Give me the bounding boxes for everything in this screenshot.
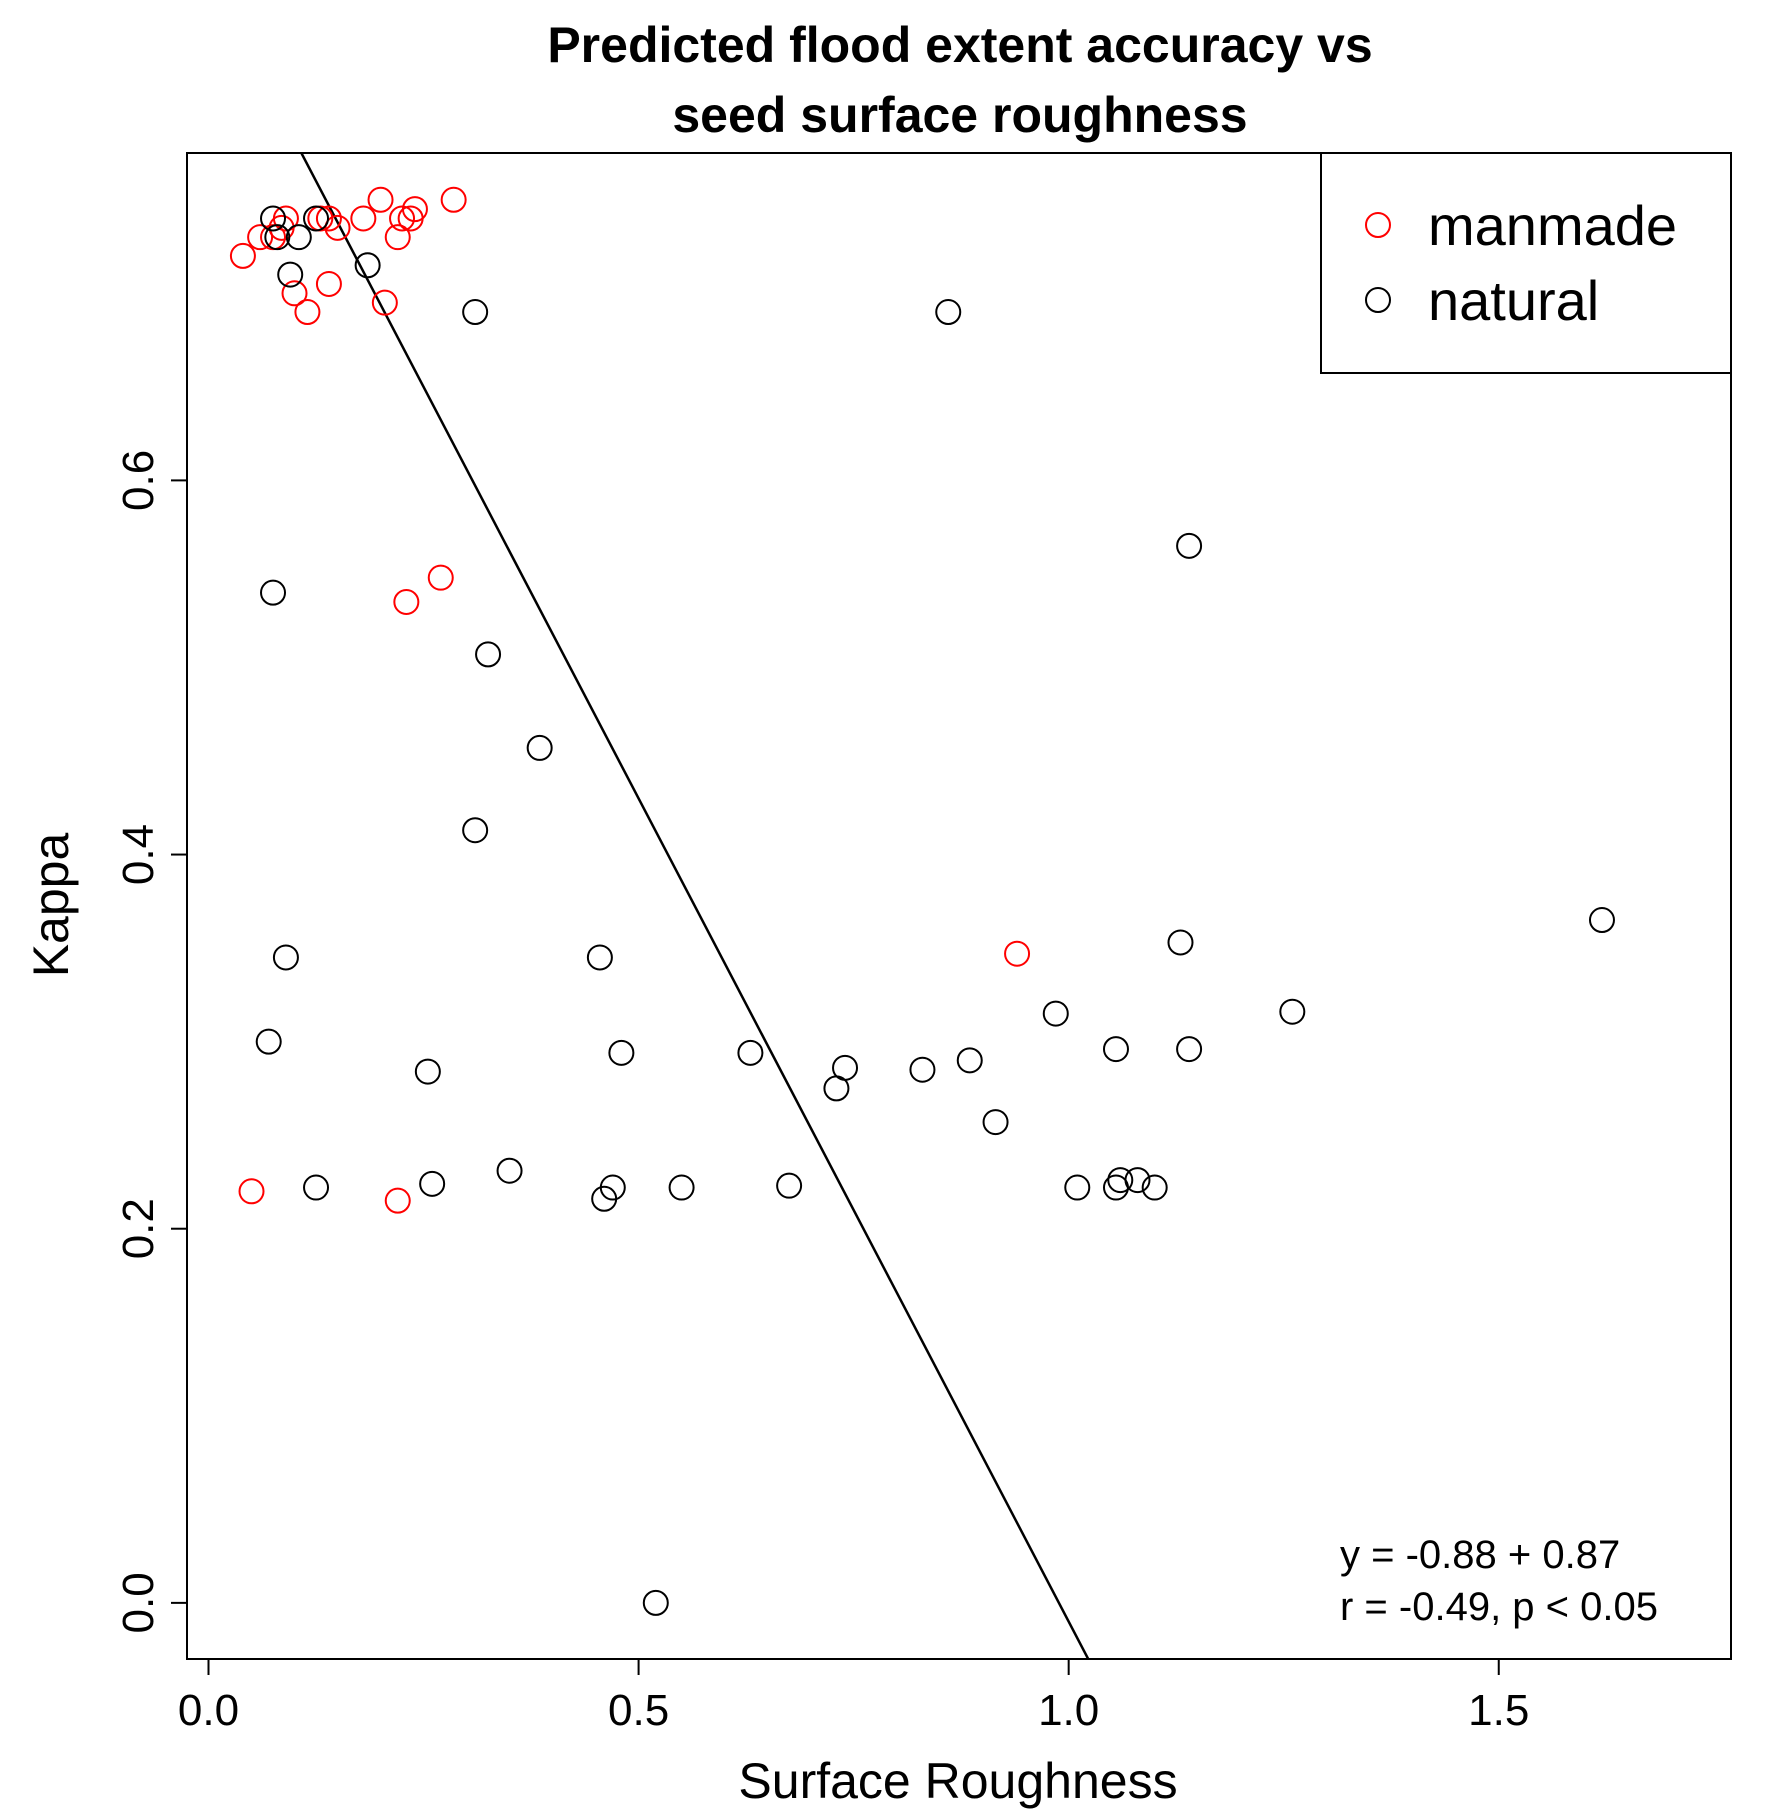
- point-natural: [737, 1039, 764, 1066]
- point-natural: [1588, 907, 1615, 934]
- x-axis-title: Surface Roughness: [738, 1753, 1177, 1809]
- legend-box: [1320, 152, 1732, 374]
- point-natural: [1279, 998, 1306, 1025]
- point-manmade: [1004, 940, 1031, 967]
- point-natural: [260, 205, 287, 232]
- point-manmade: [272, 205, 299, 232]
- point-natural: [1042, 1000, 1069, 1027]
- point-natural: [260, 579, 287, 606]
- point-manmade: [384, 224, 411, 251]
- point-natural: [668, 1174, 695, 1201]
- point-natural: [303, 1174, 330, 1201]
- point-manmade: [440, 186, 467, 213]
- legend-label-natural: natural: [1428, 269, 1599, 332]
- point-natural: [608, 1039, 635, 1066]
- point-manmade: [367, 186, 394, 213]
- point-natural: [1107, 1167, 1134, 1194]
- chart-title-line-1: Predicted flood extent accuracy vs: [547, 17, 1372, 73]
- point-natural: [1102, 1036, 1129, 1063]
- point-manmade: [393, 588, 420, 615]
- point-manmade: [294, 299, 321, 326]
- point-manmade: [238, 1178, 265, 1205]
- point-natural: [982, 1109, 1009, 1136]
- point-manmade: [350, 205, 377, 232]
- y-axis-title: Kappa: [23, 833, 79, 978]
- point-manmade: [371, 289, 398, 316]
- point-manmade: [229, 242, 256, 269]
- point-manmade: [427, 564, 454, 591]
- point-natural: [599, 1174, 626, 1201]
- point-manmade: [384, 1187, 411, 1214]
- point-natural: [496, 1157, 523, 1184]
- point-natural: [526, 734, 553, 761]
- point-natural: [255, 1028, 282, 1055]
- point-natural: [264, 224, 291, 251]
- point-manmade: [315, 270, 342, 297]
- legend-marker-manmade: [1365, 212, 1391, 238]
- point-natural: [419, 1170, 446, 1197]
- point-natural: [303, 205, 330, 232]
- point-natural: [414, 1058, 441, 1085]
- legend: manmade natural: [1320, 152, 1732, 374]
- chart-title-line-2: seed surface roughness: [672, 87, 1247, 143]
- point-natural: [1176, 532, 1203, 559]
- point-natural: [642, 1589, 669, 1616]
- point-natural: [462, 299, 489, 326]
- y-tick-label: 0.6: [114, 450, 163, 511]
- point-natural: [1176, 1036, 1203, 1063]
- plot-area: [229, 153, 1615, 1659]
- point-natural: [909, 1056, 936, 1083]
- y-tick-label: 0.4: [114, 824, 163, 885]
- x-tick-label: 0.0: [178, 1686, 239, 1735]
- x-tick-label: 1.0: [1038, 1686, 1099, 1735]
- y-tick-label: 0.0: [114, 1572, 163, 1633]
- point-natural: [285, 224, 312, 251]
- legend-marker-natural: [1365, 287, 1391, 313]
- point-manmade: [315, 205, 342, 232]
- point-manmade: [247, 224, 274, 251]
- point-natural: [475, 641, 502, 668]
- point-manmade: [324, 214, 351, 241]
- point-natural: [823, 1075, 850, 1102]
- point-natural: [586, 944, 613, 971]
- point-natural: [776, 1172, 803, 1199]
- regression-equation: y = -0.88 + 0.87: [1340, 1533, 1620, 1577]
- x-tick-label: 1.5: [1468, 1686, 1529, 1735]
- point-natural: [1167, 929, 1194, 956]
- point-natural: [462, 817, 489, 844]
- y-tick-label: 0.2: [114, 1198, 163, 1259]
- point-natural: [272, 944, 299, 971]
- point-natural: [935, 299, 962, 326]
- point-natural: [1141, 1174, 1168, 1201]
- point-natural: [956, 1047, 983, 1074]
- point-manmade: [401, 196, 428, 223]
- point-manmade: [389, 205, 416, 232]
- point-natural: [1064, 1174, 1091, 1201]
- correlation-stats: r = -0.49, p < 0.05: [1340, 1585, 1658, 1629]
- regression-line: [299, 153, 1090, 1659]
- x-tick-label: 0.5: [608, 1686, 669, 1735]
- legend-label-manmade: manmade: [1428, 194, 1677, 257]
- point-natural: [1124, 1167, 1151, 1194]
- point-natural: [354, 252, 381, 279]
- point-natural: [277, 261, 304, 288]
- point-manmade: [281, 280, 308, 307]
